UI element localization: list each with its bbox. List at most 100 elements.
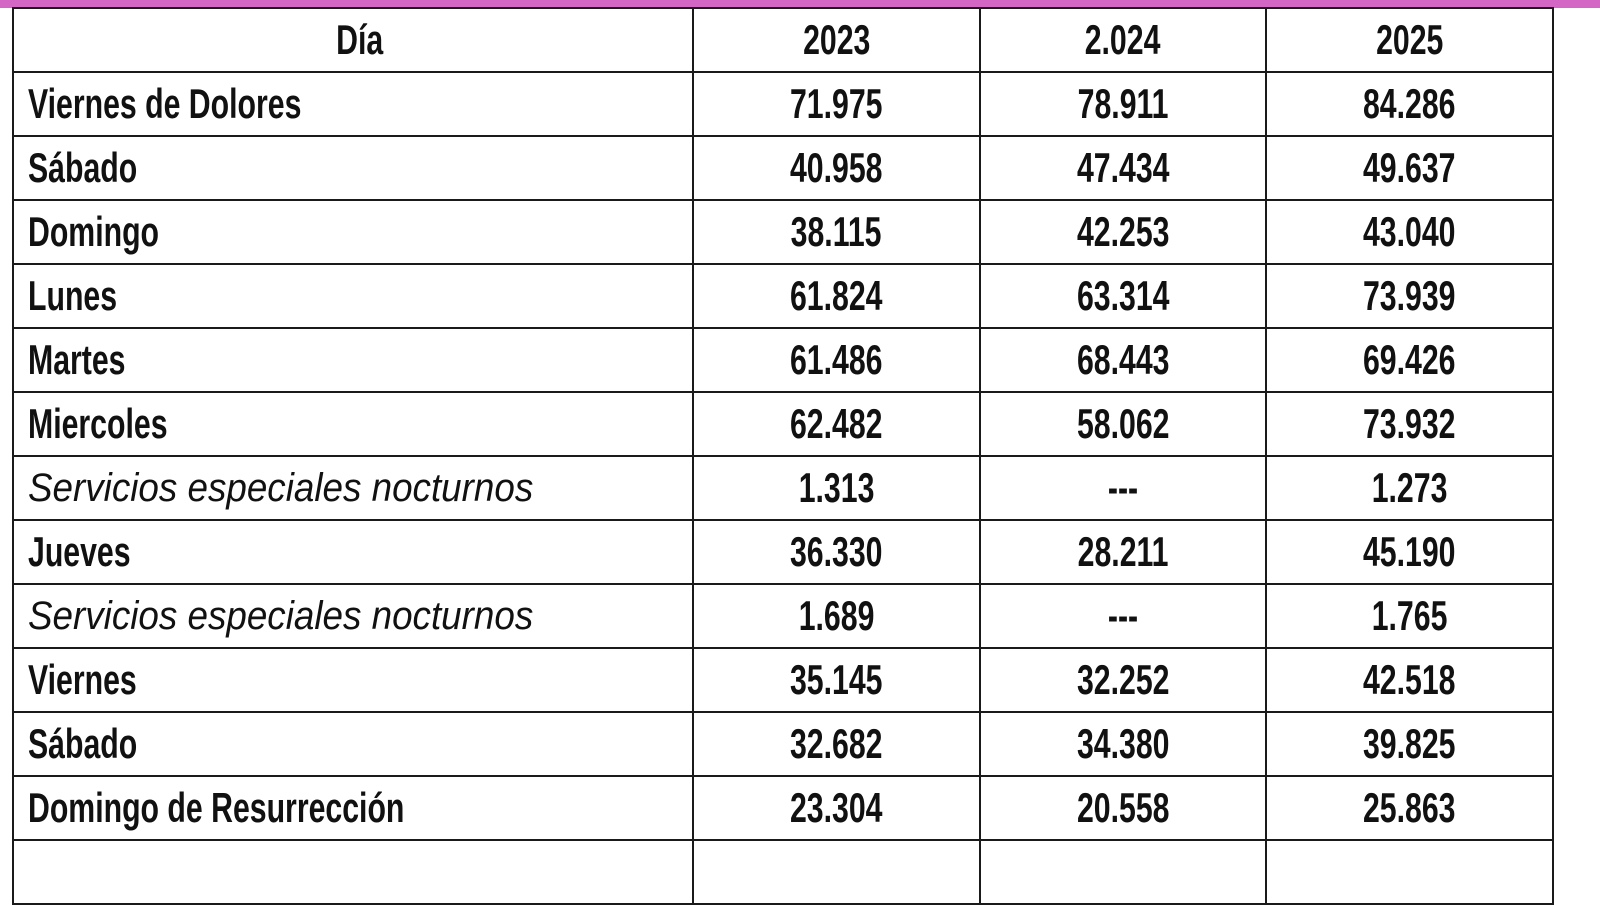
value-label: 23.304 <box>790 784 883 831</box>
value-label: 42.518 <box>1363 656 1456 703</box>
table-row: Lunes 61.824 63.314 73.939 <box>12 263 1554 329</box>
value-label: 40.958 <box>790 144 883 191</box>
value-cell: 49.637 <box>1265 135 1554 201</box>
value-cell: 40.958 <box>692 135 981 201</box>
day-cell: Miercoles <box>12 391 694 457</box>
value-cell: 62.482 <box>692 391 981 457</box>
value-label: 39.825 <box>1363 720 1456 767</box>
empty-cell <box>692 839 981 905</box>
table-row: Servicios especiales nocturnos 1.313 --- 1.… <box>12 455 1554 521</box>
value-cell: --- <box>978 455 1268 521</box>
value-cell: 58.062 <box>978 391 1268 457</box>
value-label: --- <box>1107 464 1139 511</box>
value-label: 32.252 <box>1076 656 1170 703</box>
value-cell: 25.863 <box>1265 775 1554 841</box>
value-label: 32.682 <box>790 720 883 767</box>
value-cell: 61.486 <box>692 327 981 393</box>
value-label: 62.482 <box>790 400 883 447</box>
day-label: Servicios especiales nocturnos <box>28 593 534 638</box>
value-cell: 73.932 <box>1265 391 1554 457</box>
value-cell: 38.115 <box>692 199 981 265</box>
value-cell: 23.304 <box>692 775 981 841</box>
value-label: 20.558 <box>1076 784 1170 831</box>
value-cell: 32.682 <box>692 711 981 777</box>
value-cell: 71.975 <box>692 71 981 137</box>
day-label: Lunes <box>28 272 118 319</box>
value-cell: 1.765 <box>1265 583 1554 649</box>
header-2024: 2.024 <box>978 7 1268 73</box>
value-label: 63.314 <box>1076 272 1170 319</box>
value-label: 1.765 <box>1371 592 1448 639</box>
day-cell: Viernes <box>12 647 694 713</box>
pink-header-band <box>0 0 1600 8</box>
value-label: 84.286 <box>1363 80 1456 127</box>
value-cell: 45.190 <box>1265 519 1554 585</box>
table-row: Sábado 32.682 34.380 39.825 <box>12 711 1554 777</box>
value-label: 25.863 <box>1363 784 1456 831</box>
value-cell: 34.380 <box>978 711 1268 777</box>
value-cell: 1.689 <box>692 583 981 649</box>
empty-cell <box>12 839 694 905</box>
day-label: Viernes de Dolores <box>28 80 302 127</box>
table-row-partial <box>12 839 1554 905</box>
table-row: Martes 61.486 68.443 69.426 <box>12 327 1554 393</box>
value-label: 1.313 <box>798 464 875 511</box>
value-cell: 47.434 <box>978 135 1268 201</box>
empty-cell <box>978 839 1268 905</box>
day-label: Miercoles <box>28 400 168 447</box>
header-2025: 2025 <box>1265 7 1554 73</box>
value-cell: 28.211 <box>978 519 1268 585</box>
day-label: Viernes <box>28 656 137 703</box>
day-cell: Martes <box>12 327 694 393</box>
table-row: Domingo 38.115 42.253 43.040 <box>12 199 1554 265</box>
value-label: 34.380 <box>1076 720 1170 767</box>
value-cell: 63.314 <box>978 263 1268 329</box>
value-label: 69.426 <box>1363 336 1456 383</box>
table-row: Domingo de Resurrección 23.304 20.558 25.86… <box>12 775 1554 841</box>
value-cell: 43.040 <box>1265 199 1554 265</box>
header-row: Día 2023 2.024 2025 <box>12 7 1554 73</box>
table-row: Servicios especiales nocturnos 1.689 --- 1.… <box>12 583 1554 649</box>
value-cell: 20.558 <box>978 775 1268 841</box>
day-cell: Jueves <box>12 519 694 585</box>
ridership-table: Día 2023 2.024 2025 Viernes de Dolores 71… <box>12 7 1554 905</box>
value-cell: 1.273 <box>1265 455 1554 521</box>
value-cell: 61.824 <box>692 263 981 329</box>
day-label: Martes <box>28 336 126 383</box>
day-label: Jueves <box>28 528 131 575</box>
value-label: 1.273 <box>1371 464 1448 511</box>
value-label: 45.190 <box>1363 528 1456 575</box>
day-label: Servicios especiales nocturnos <box>28 465 534 510</box>
value-label: 68.443 <box>1076 336 1170 383</box>
day-cell: Lunes <box>12 263 694 329</box>
value-label: 61.824 <box>790 272 883 319</box>
day-label: Domingo <box>28 208 160 255</box>
value-cell: 73.939 <box>1265 263 1554 329</box>
table-row: Sábado 40.958 47.434 49.637 <box>12 135 1554 201</box>
value-label: 38.115 <box>790 208 882 255</box>
value-cell: 39.825 <box>1265 711 1554 777</box>
value-label: 36.330 <box>790 528 883 575</box>
day-cell: Servicios especiales nocturnos <box>12 583 694 649</box>
day-cell: Sábado <box>12 135 694 201</box>
value-cell: 1.313 <box>692 455 981 521</box>
value-label: 49.637 <box>1363 144 1456 191</box>
day-cell: Viernes de Dolores <box>12 71 694 137</box>
value-label: 1.689 <box>798 592 875 639</box>
value-label: 61.486 <box>790 336 883 383</box>
value-cell: 36.330 <box>692 519 981 585</box>
value-cell: 68.443 <box>978 327 1268 393</box>
table-row: Miercoles 62.482 58.062 73.932 <box>12 391 1554 457</box>
value-cell: 42.518 <box>1265 647 1554 713</box>
header-2023: 2023 <box>692 7 981 73</box>
header-2024-label: 2.024 <box>1085 16 1161 63</box>
value-label: 78.911 <box>1077 80 1169 127</box>
value-cell: 78.911 <box>978 71 1268 137</box>
table-row: Jueves 36.330 28.211 45.190 <box>12 519 1554 585</box>
day-cell: Servicios especiales nocturnos <box>12 455 694 521</box>
value-cell: 69.426 <box>1265 327 1554 393</box>
day-label: Sábado <box>28 144 138 191</box>
value-label: 58.062 <box>1076 400 1170 447</box>
value-label: 71.975 <box>790 80 883 127</box>
day-label: Domingo de Resurrección <box>28 784 405 831</box>
